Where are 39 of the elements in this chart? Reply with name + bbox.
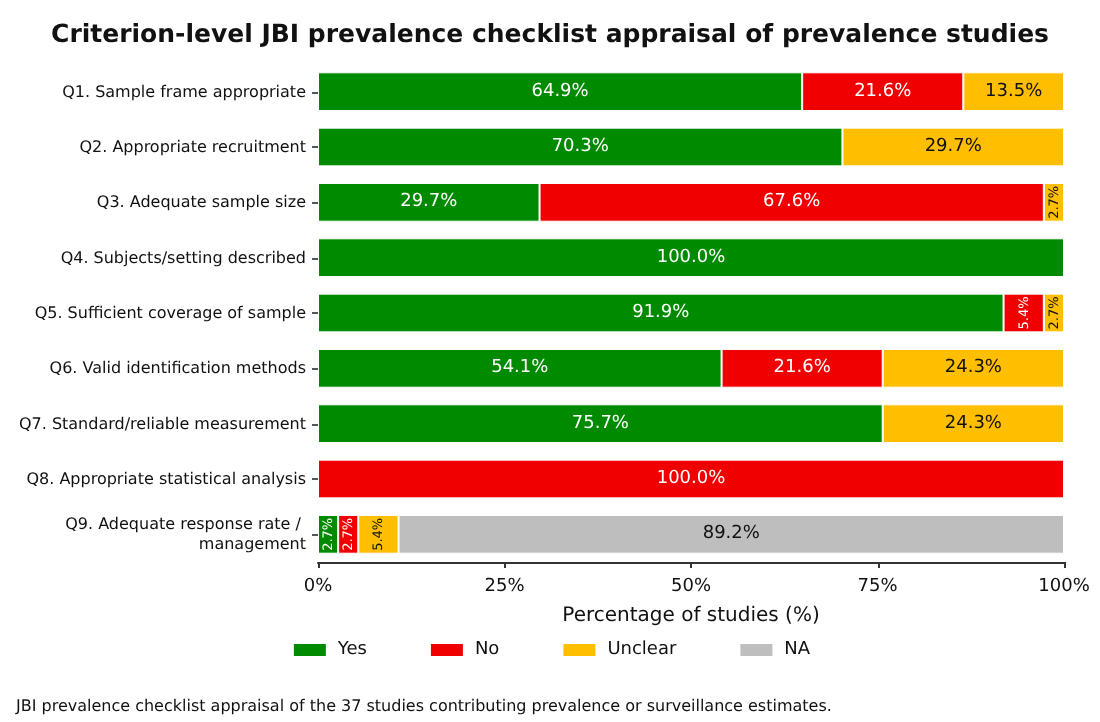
data-label: 70.3% bbox=[551, 137, 610, 157]
data-label: 13.5% bbox=[985, 81, 1044, 102]
x-tick-label: 100% bbox=[1038, 577, 1091, 597]
x-tick-label: 25% bbox=[484, 577, 526, 597]
y-tick-label: Q1. Sample frame appropriate bbox=[62, 82, 307, 101]
data-label: 54.1% bbox=[491, 358, 550, 379]
x-tick-label: 75% bbox=[857, 577, 899, 597]
legend-label: Yes bbox=[335, 640, 368, 660]
data-label: 21.6% bbox=[773, 358, 832, 379]
legend-label: NA bbox=[784, 640, 812, 660]
legend-label: Unclear bbox=[607, 640, 677, 660]
y-tick-label: Q6. Valid identification methods bbox=[49, 359, 306, 378]
y-tick-label: Q8. Appropriate statistical analysis bbox=[26, 470, 306, 488]
x-axis-title: Percentage of studies (%) bbox=[562, 604, 820, 627]
data-label: 29.7% bbox=[400, 192, 459, 213]
text: JBI prevalence checklist appraisal of the 37 studies contributing prevalence or surveillance estimates. bbox=[14, 697, 832, 715]
data-label: 91.9% bbox=[632, 303, 691, 323]
data-label: 24.3% bbox=[944, 358, 1003, 379]
legend-label: No bbox=[474, 640, 501, 660]
y-tick-label: Q2. Appropriate recruitment bbox=[79, 138, 306, 156]
data-label: 75.7% bbox=[571, 413, 630, 434]
chart-title: Criterion-level JBI prevalence checklist appraisal of prevalence studies bbox=[51, 18, 1049, 48]
data-label: 21.6% bbox=[854, 81, 913, 102]
y-tick-label: Q3. Adequate sample size bbox=[96, 193, 307, 212]
y-tick-label: Q5. Sufficient coverage of sample bbox=[34, 304, 307, 322]
data-label: 64.9% bbox=[531, 81, 590, 102]
bar bbox=[318, 459, 1064, 499]
bar bbox=[318, 238, 1064, 278]
data-label: 100.0% bbox=[656, 469, 727, 489]
data-label: 89.2% bbox=[702, 524, 761, 545]
y-tick-label: Q7. Standard/reliable measurement bbox=[18, 414, 306, 433]
data-label: 67.6% bbox=[763, 192, 822, 213]
data-label: 100.0% bbox=[656, 247, 727, 268]
y-tick-label: Q4. Subjects/setting described bbox=[60, 248, 306, 267]
x-tick-label: 0% bbox=[303, 577, 334, 597]
x-tick-label: 50% bbox=[670, 577, 712, 597]
y-tick-label: Q9. Adequate response rate / management bbox=[65, 515, 306, 554]
data-label: 29.7% bbox=[924, 137, 983, 157]
data-label: 24.3% bbox=[944, 413, 1003, 434]
